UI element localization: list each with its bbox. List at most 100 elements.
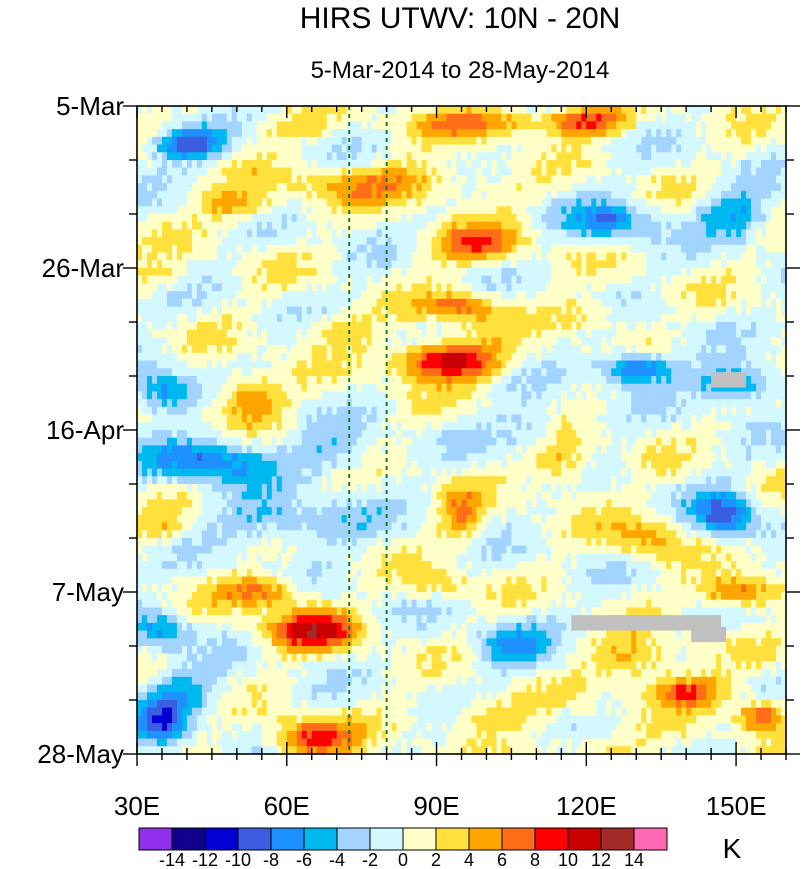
heatmap-cell <box>681 368 687 377</box>
heatmap-cell <box>426 136 433 146</box>
heatmap-cell <box>756 167 762 177</box>
heatmap-cell <box>606 183 612 192</box>
heatmap-cell <box>396 206 403 215</box>
heatmap-cell <box>726 129 732 138</box>
heatmap-cell <box>137 314 143 323</box>
heatmap-cell <box>681 376 687 385</box>
heatmap-cell <box>226 190 233 200</box>
heatmap-cell <box>631 283 637 292</box>
heatmap-cell <box>236 337 243 346</box>
heatmap-cell <box>541 136 547 146</box>
heatmap-cell <box>601 345 607 354</box>
heatmap-cell <box>456 206 463 215</box>
heatmap-cell <box>691 345 697 354</box>
heatmap-cell <box>481 314 488 323</box>
heatmap-cell <box>466 144 473 153</box>
heatmap-cell <box>196 106 203 115</box>
heatmap-cell <box>281 198 288 207</box>
heatmap-cell <box>356 190 363 200</box>
heatmap-cell <box>296 206 303 215</box>
heatmap-cell <box>606 329 612 339</box>
heatmap-cell <box>776 214 782 223</box>
heatmap-cell <box>436 298 443 308</box>
heatmap-cell <box>556 314 562 323</box>
heatmap-cell <box>286 206 293 215</box>
heatmap-cell <box>596 121 602 130</box>
heatmap-cell <box>286 160 293 169</box>
heatmap-cell <box>671 136 677 146</box>
heatmap-cell <box>471 136 478 146</box>
heatmap-cell <box>296 376 303 385</box>
heatmap-cell <box>531 244 537 254</box>
heatmap-cell <box>151 352 158 362</box>
heatmap-cell <box>506 198 513 207</box>
heatmap-cell <box>391 221 398 231</box>
heatmap-cell <box>366 376 373 385</box>
heatmap-cell <box>276 129 283 138</box>
heatmap-cell <box>231 206 238 215</box>
heatmap-cell <box>176 352 183 362</box>
heatmap-cell <box>541 237 547 246</box>
heatmap-cell <box>176 283 183 292</box>
heatmap-cell <box>781 298 786 308</box>
heatmap-cell <box>571 229 577 238</box>
heatmap-cell <box>371 368 378 377</box>
heatmap-cell <box>761 244 767 254</box>
heatmap-cell <box>271 229 278 238</box>
heatmap-cell <box>401 129 408 138</box>
heatmap-cell <box>216 275 223 285</box>
heatmap-cell <box>701 383 707 393</box>
heatmap-cell <box>526 275 532 285</box>
heatmap-cell <box>316 175 323 184</box>
heatmap-cell <box>616 136 622 146</box>
heatmap-cell <box>531 214 537 223</box>
heatmap-cell <box>526 190 532 200</box>
heatmap-cell <box>741 252 747 261</box>
heatmap-cell <box>366 198 373 207</box>
heatmap-cell <box>501 229 508 238</box>
heatmap-cell <box>656 275 662 285</box>
heatmap-cell <box>716 391 722 400</box>
heatmap-cell <box>471 152 478 161</box>
heatmap-cell <box>326 129 333 138</box>
heatmap-cell <box>576 198 582 207</box>
heatmap-cell <box>181 376 188 385</box>
heatmap-cell <box>656 360 662 369</box>
heatmap-cell <box>631 144 637 153</box>
heatmap-cell <box>521 144 527 153</box>
heatmap-cell <box>736 206 742 215</box>
heatmap-cell <box>571 144 577 153</box>
heatmap-cell <box>631 329 637 339</box>
heatmap-cell <box>246 106 253 115</box>
heatmap-cell <box>256 175 263 184</box>
heatmap-cell <box>781 345 786 354</box>
heatmap-cell <box>191 275 198 285</box>
heatmap-cell <box>671 298 677 308</box>
heatmap-cell <box>696 136 702 146</box>
heatmap-cell <box>766 244 772 254</box>
heatmap-cell <box>741 383 747 393</box>
heatmap-cell <box>181 175 188 184</box>
heatmap-cell <box>341 183 348 192</box>
heatmap-cell <box>146 283 153 292</box>
heatmap-cell <box>311 268 318 277</box>
heatmap-cell <box>301 221 308 231</box>
heatmap-cell <box>346 314 353 323</box>
heatmap-cell <box>291 190 298 200</box>
heatmap-cell <box>586 190 592 200</box>
heatmap-cell <box>431 121 438 130</box>
heatmap-cell <box>241 152 248 161</box>
heatmap-cell <box>141 360 148 369</box>
heatmap-cell <box>536 221 542 231</box>
heatmap-cell <box>701 260 707 269</box>
heatmap-cell <box>656 152 662 161</box>
heatmap-cell <box>756 244 762 254</box>
heatmap-cell <box>716 337 722 346</box>
heatmap-cell <box>276 244 283 254</box>
heatmap-cell <box>137 298 143 308</box>
heatmap-cell <box>321 167 328 177</box>
heatmap-cell <box>266 399 273 408</box>
heatmap-cell <box>456 198 463 207</box>
heatmap-cell <box>201 368 208 377</box>
heatmap-cell <box>731 121 737 130</box>
